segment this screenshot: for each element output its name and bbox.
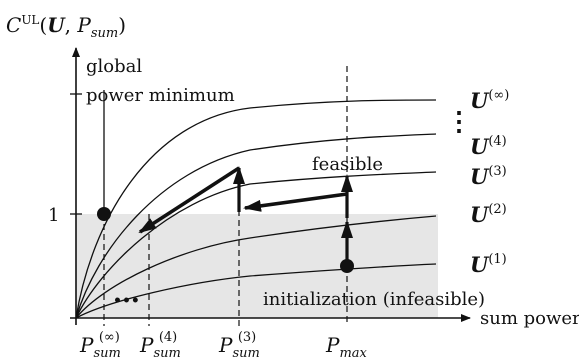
curve-label-u-4: U(4) [470,134,507,159]
curve-label-u-inf: U(∞) [470,88,509,113]
x-tick-p-sum-inf: Psum(∞) [79,330,121,360]
horizontal-ellipsis: ••• [113,293,140,309]
arrow-left-to-p3 [243,192,348,212]
arrow-left-to-p4 [138,166,240,234]
curve-u-3 [75,171,437,319]
global-minimum-point [97,207,111,221]
annotation-initialization: initialization (infeasible) [263,289,485,310]
y-tick-label-one: 1 [48,205,59,226]
annotation-power-minimum: power minimum [86,85,235,106]
x-axis-label: sum power [480,308,579,329]
curve-u-inf [75,99,437,319]
y-axis-label: CUL(U, Psum) [6,13,126,41]
curve-u-4 [75,133,437,319]
vertical-ellipsis: ⋮ [446,107,472,137]
curve-label-u-3: U(3) [470,164,507,189]
curve-label-u-1: U(1) [470,252,507,277]
feasible-region-shading [76,214,438,318]
initialization-point [340,259,354,273]
x-tick-p-sum-3: Psum(3) [218,330,260,360]
x-tick-p-sum-4: Psum(4) [139,330,181,360]
curve-label-u-2: U(2) [470,202,507,227]
x-tick-p-max: Pmax [325,333,368,360]
curve-u-1 [75,263,437,319]
curve-u-2 [75,215,437,319]
annotation-global: global [86,56,142,77]
annotation-feasible: feasible [312,154,383,175]
